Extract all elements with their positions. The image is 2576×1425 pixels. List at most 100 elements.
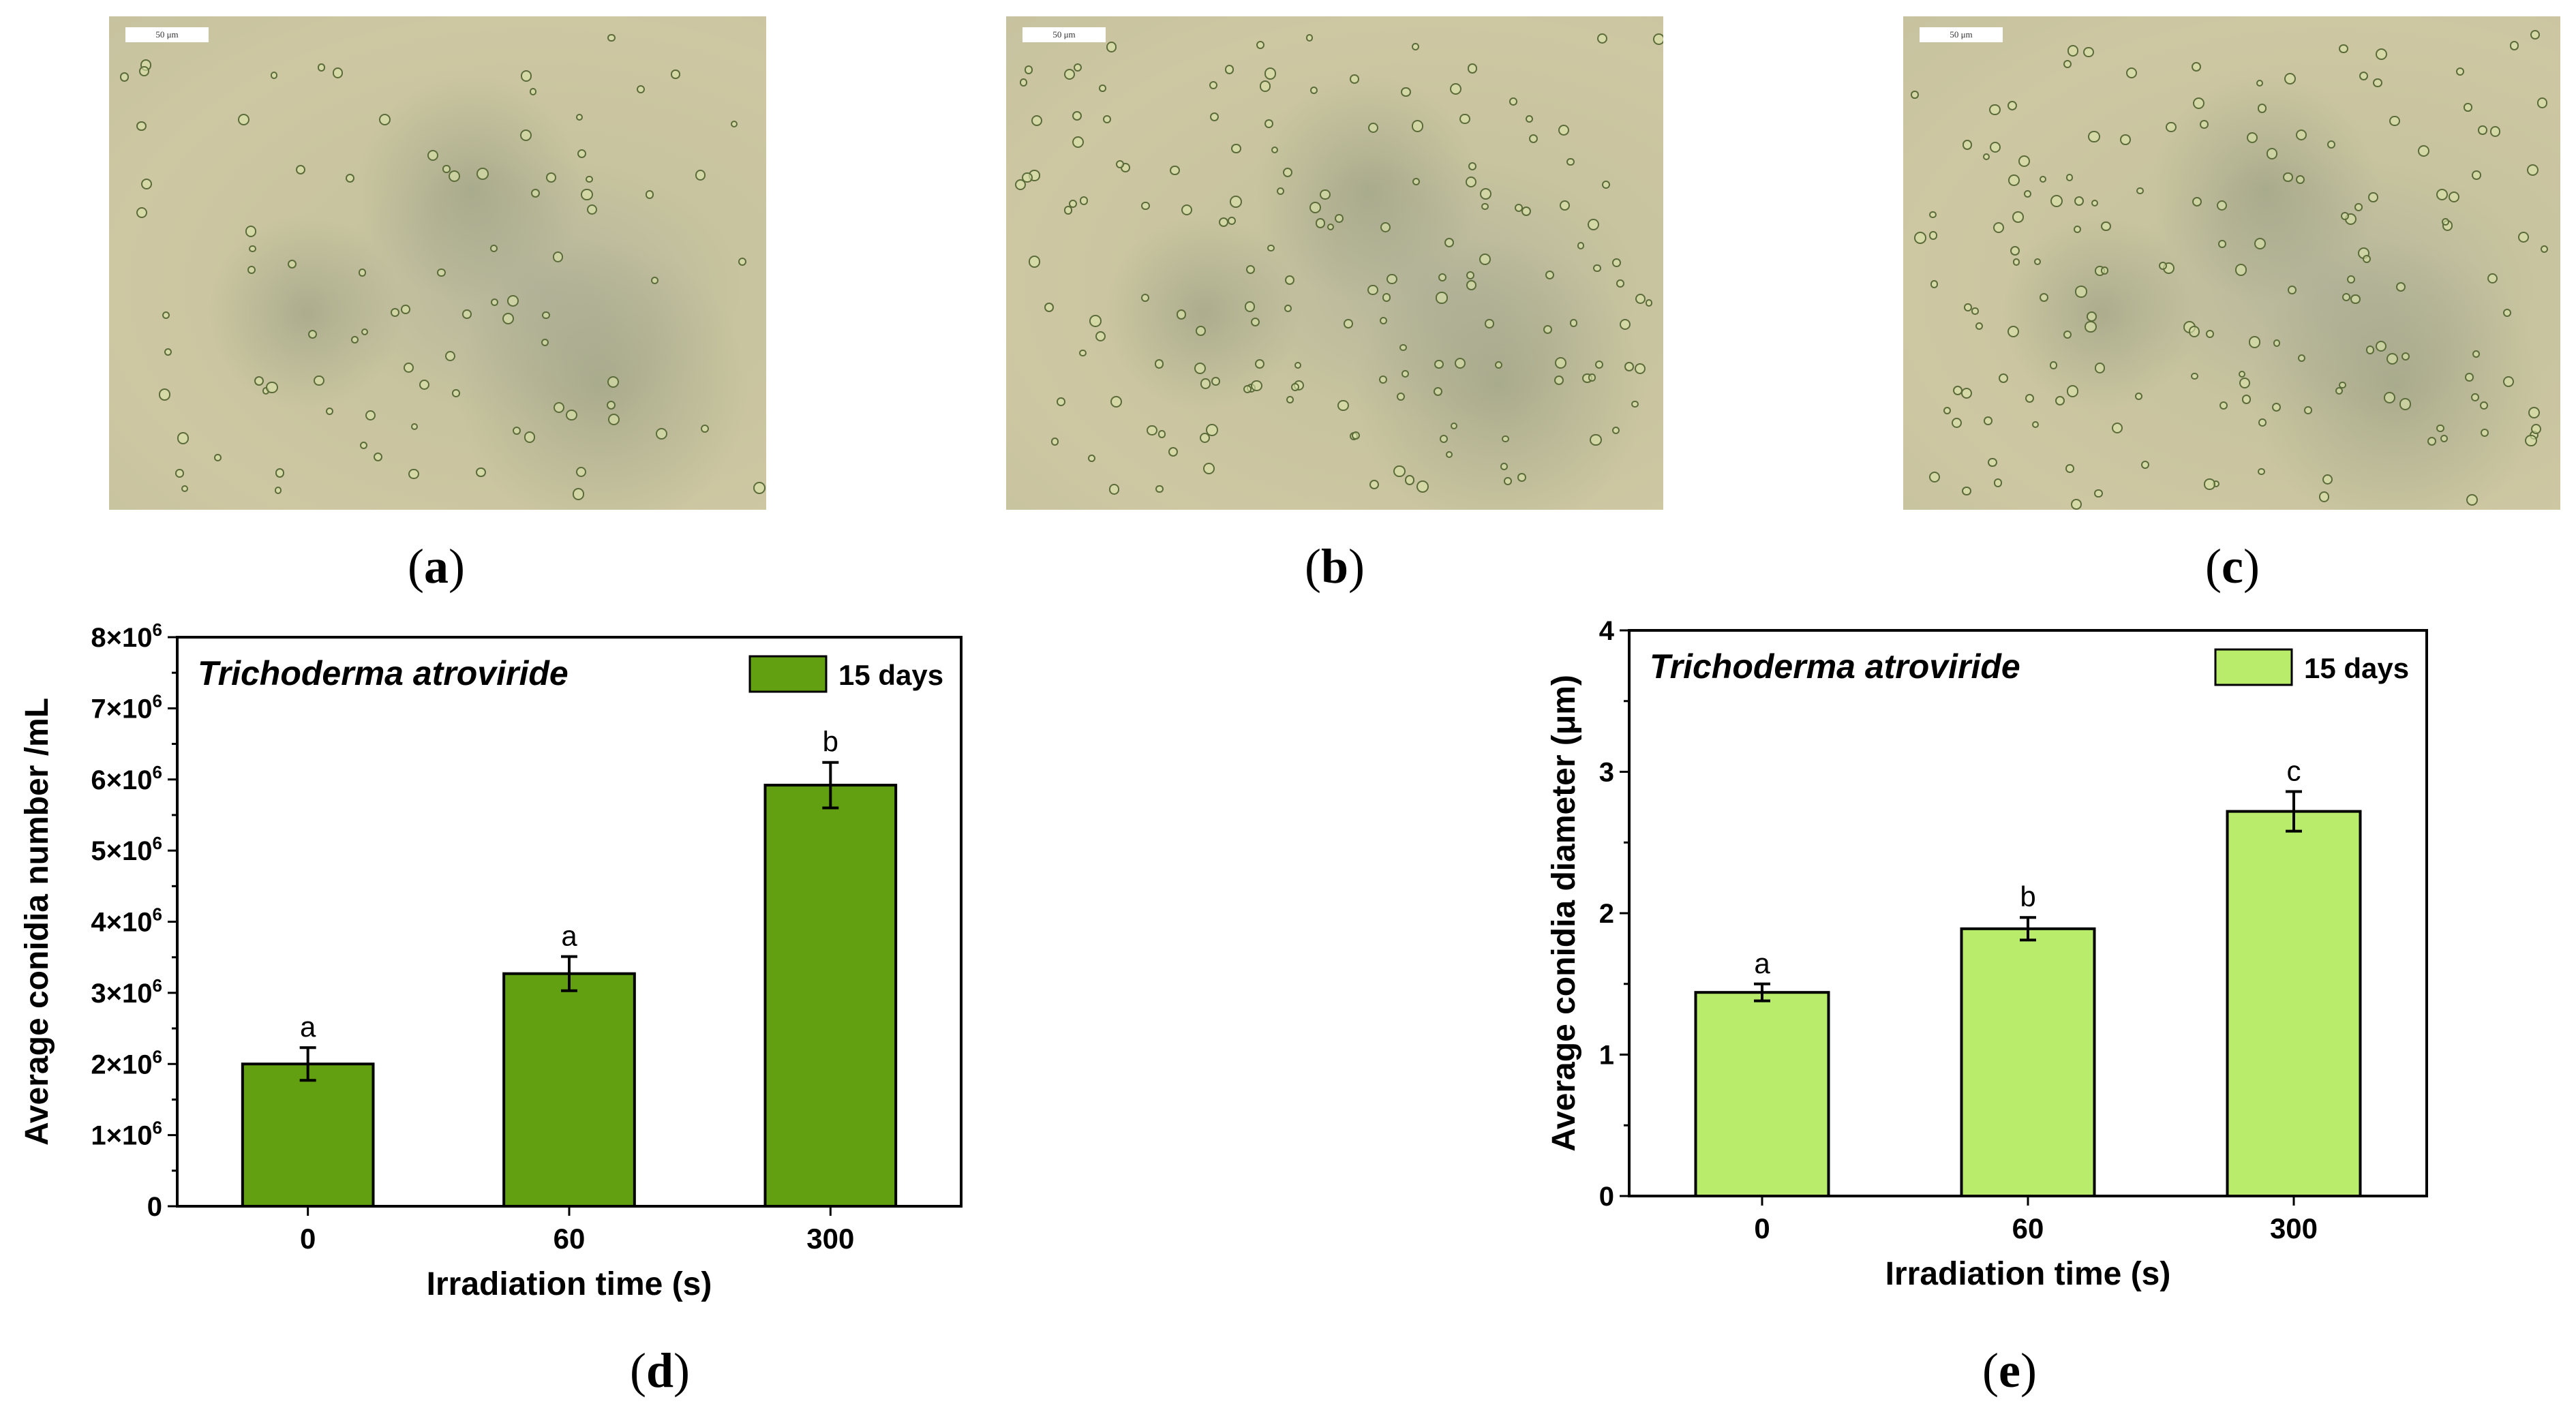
conidium (265, 381, 278, 394)
x-tick-label: 60 (2012, 1212, 2044, 1244)
conidium (2063, 330, 2072, 339)
conidium (656, 427, 668, 440)
conidium (2509, 41, 2519, 51)
conidium (2066, 385, 2078, 397)
conidium (519, 129, 532, 142)
conidium (1044, 302, 1055, 312)
conidium (524, 431, 535, 443)
conidium (1993, 478, 2003, 487)
conidium (1141, 201, 1150, 211)
conidium (1543, 325, 1552, 335)
conidium (2018, 155, 2030, 167)
conidium (2401, 352, 2410, 361)
conidium (1218, 217, 1228, 228)
conidium (2218, 240, 2226, 249)
conidium (2094, 489, 2103, 498)
conidium (1444, 237, 1455, 247)
conidium (1593, 264, 1601, 272)
conidium (2258, 468, 2265, 476)
conidium (437, 268, 446, 277)
conidium (1211, 377, 1220, 386)
conidium (2340, 212, 2350, 221)
conidium (1466, 279, 1476, 290)
conidium (1243, 384, 1252, 394)
conidium (1560, 200, 1570, 211)
conidium (2466, 493, 2479, 506)
conidium (2528, 406, 2541, 419)
conidium (1930, 280, 1938, 288)
conidium (1412, 178, 1420, 186)
conidium (1063, 68, 1075, 80)
conidium (1351, 431, 1361, 440)
conidium (1439, 434, 1449, 444)
conidium (2191, 61, 2201, 72)
conidium (1369, 479, 1380, 489)
conidium (1467, 63, 1478, 74)
conidium (2436, 188, 2448, 200)
conidium (1993, 221, 2005, 234)
conidium (2386, 352, 2399, 365)
x-axis-label: Irradiation time (s) (1885, 1256, 2171, 1292)
conidium (645, 190, 654, 200)
conidium (287, 260, 297, 269)
conidium (1913, 231, 1926, 244)
conidium (1209, 80, 1218, 89)
conidium (2083, 46, 2094, 58)
conidium (120, 72, 130, 82)
conidium (2258, 418, 2267, 427)
conidium (2530, 30, 2541, 40)
conidium (140, 178, 152, 189)
conidium (2271, 403, 2282, 412)
conidium (2216, 200, 2228, 211)
y-tick-label: 0 (1599, 1182, 1614, 1212)
conidium (671, 70, 680, 79)
conidium (1566, 157, 1575, 166)
conidium (365, 410, 376, 421)
significance-letter: a (1754, 947, 1770, 979)
conidium (350, 336, 359, 344)
y-tick-label: 3×106 (91, 975, 162, 1009)
conidium (1588, 373, 1596, 382)
conidium (1401, 370, 1410, 378)
conidium (1416, 480, 1429, 493)
conidium (249, 245, 256, 252)
conidium (1335, 213, 1344, 223)
conidium (2327, 140, 2336, 149)
conidium (177, 432, 190, 445)
conidium (247, 266, 256, 275)
conidium (445, 351, 456, 362)
conidium (2472, 350, 2480, 358)
conidium (1088, 455, 1096, 463)
x-tick-label: 0 (1754, 1212, 1770, 1244)
panel-label-b: (b) (1304, 539, 1365, 594)
conidium (1401, 87, 1411, 97)
conidium (2101, 221, 2111, 232)
conidium (542, 311, 550, 319)
conidium (1616, 279, 1625, 288)
conidium (1983, 416, 1992, 425)
conidium (575, 467, 587, 478)
conidium (136, 206, 147, 218)
bar (763, 784, 898, 1208)
conidium (1971, 307, 1979, 315)
conidium (2234, 264, 2247, 277)
x-axis-label: Irradiation time (s) (427, 1266, 712, 1302)
y-tick-label: 6×106 (91, 762, 162, 795)
x-tick-label: 300 (806, 1223, 854, 1255)
conidium (2094, 363, 2106, 373)
conidium (507, 295, 519, 307)
significance-letter: a (561, 920, 577, 952)
conidium (361, 328, 369, 335)
conidium (2039, 175, 2047, 183)
conidium (442, 165, 451, 173)
y-tick-label: 4 (1599, 616, 1615, 646)
conidium (162, 311, 170, 319)
conidium (2487, 273, 2498, 284)
legend-swatch (748, 655, 828, 693)
conidium (1501, 435, 1509, 443)
conidium (374, 453, 383, 462)
bar (241, 1062, 375, 1208)
conidium (1019, 78, 1027, 87)
conidium (1108, 484, 1120, 495)
conidium (410, 423, 419, 431)
